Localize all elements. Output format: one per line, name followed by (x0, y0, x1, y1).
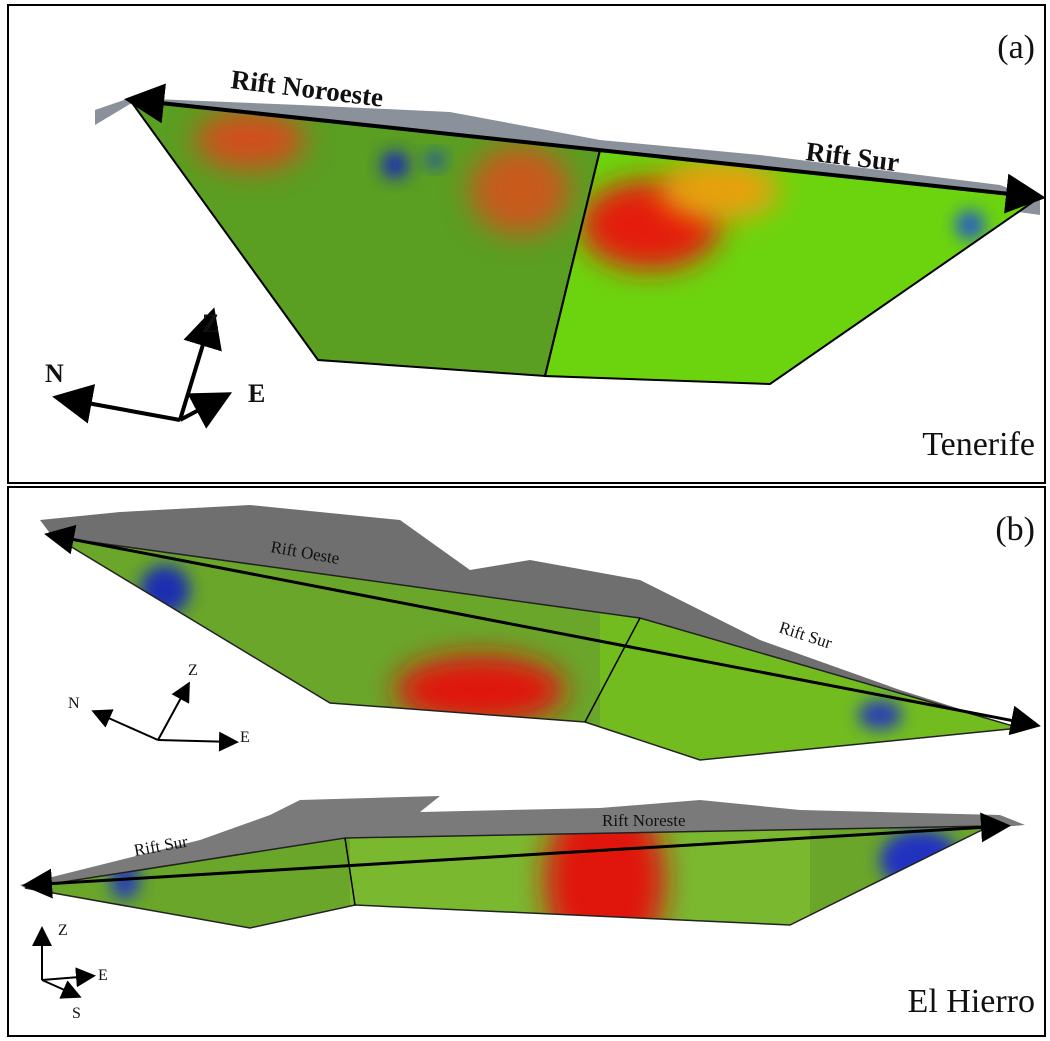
rift-axis (44, 524, 1041, 736)
axis-label: N (45, 359, 64, 388)
axis-label: E (240, 729, 250, 746)
compass (32, 926, 96, 999)
panel-a: Rift Noroeste Rift Sur Z N E (a) Tenerif… (7, 4, 1046, 484)
island-name: Tenerife (922, 426, 1035, 463)
compass (91, 681, 239, 752)
axis-label: S (72, 1005, 81, 1022)
panel-b: Rift Oeste Rift Sur Z N E Rift Sur Rift … (7, 486, 1046, 1037)
axis-label: E (98, 967, 108, 984)
panel-label: (b) (995, 511, 1035, 548)
island-name: El Hierro (908, 983, 1035, 1020)
compass (52, 307, 233, 429)
rift-label: Rift Noreste (602, 811, 686, 830)
panel-label: (a) (997, 29, 1035, 66)
axis-label: E (248, 379, 265, 408)
axis-label: Z (188, 662, 198, 679)
axis-label: Z (202, 309, 219, 338)
rift-axis (124, 83, 1046, 214)
axis-label: N (68, 695, 80, 712)
axis-label: Z (58, 922, 68, 939)
rift-axis (22, 812, 1011, 899)
